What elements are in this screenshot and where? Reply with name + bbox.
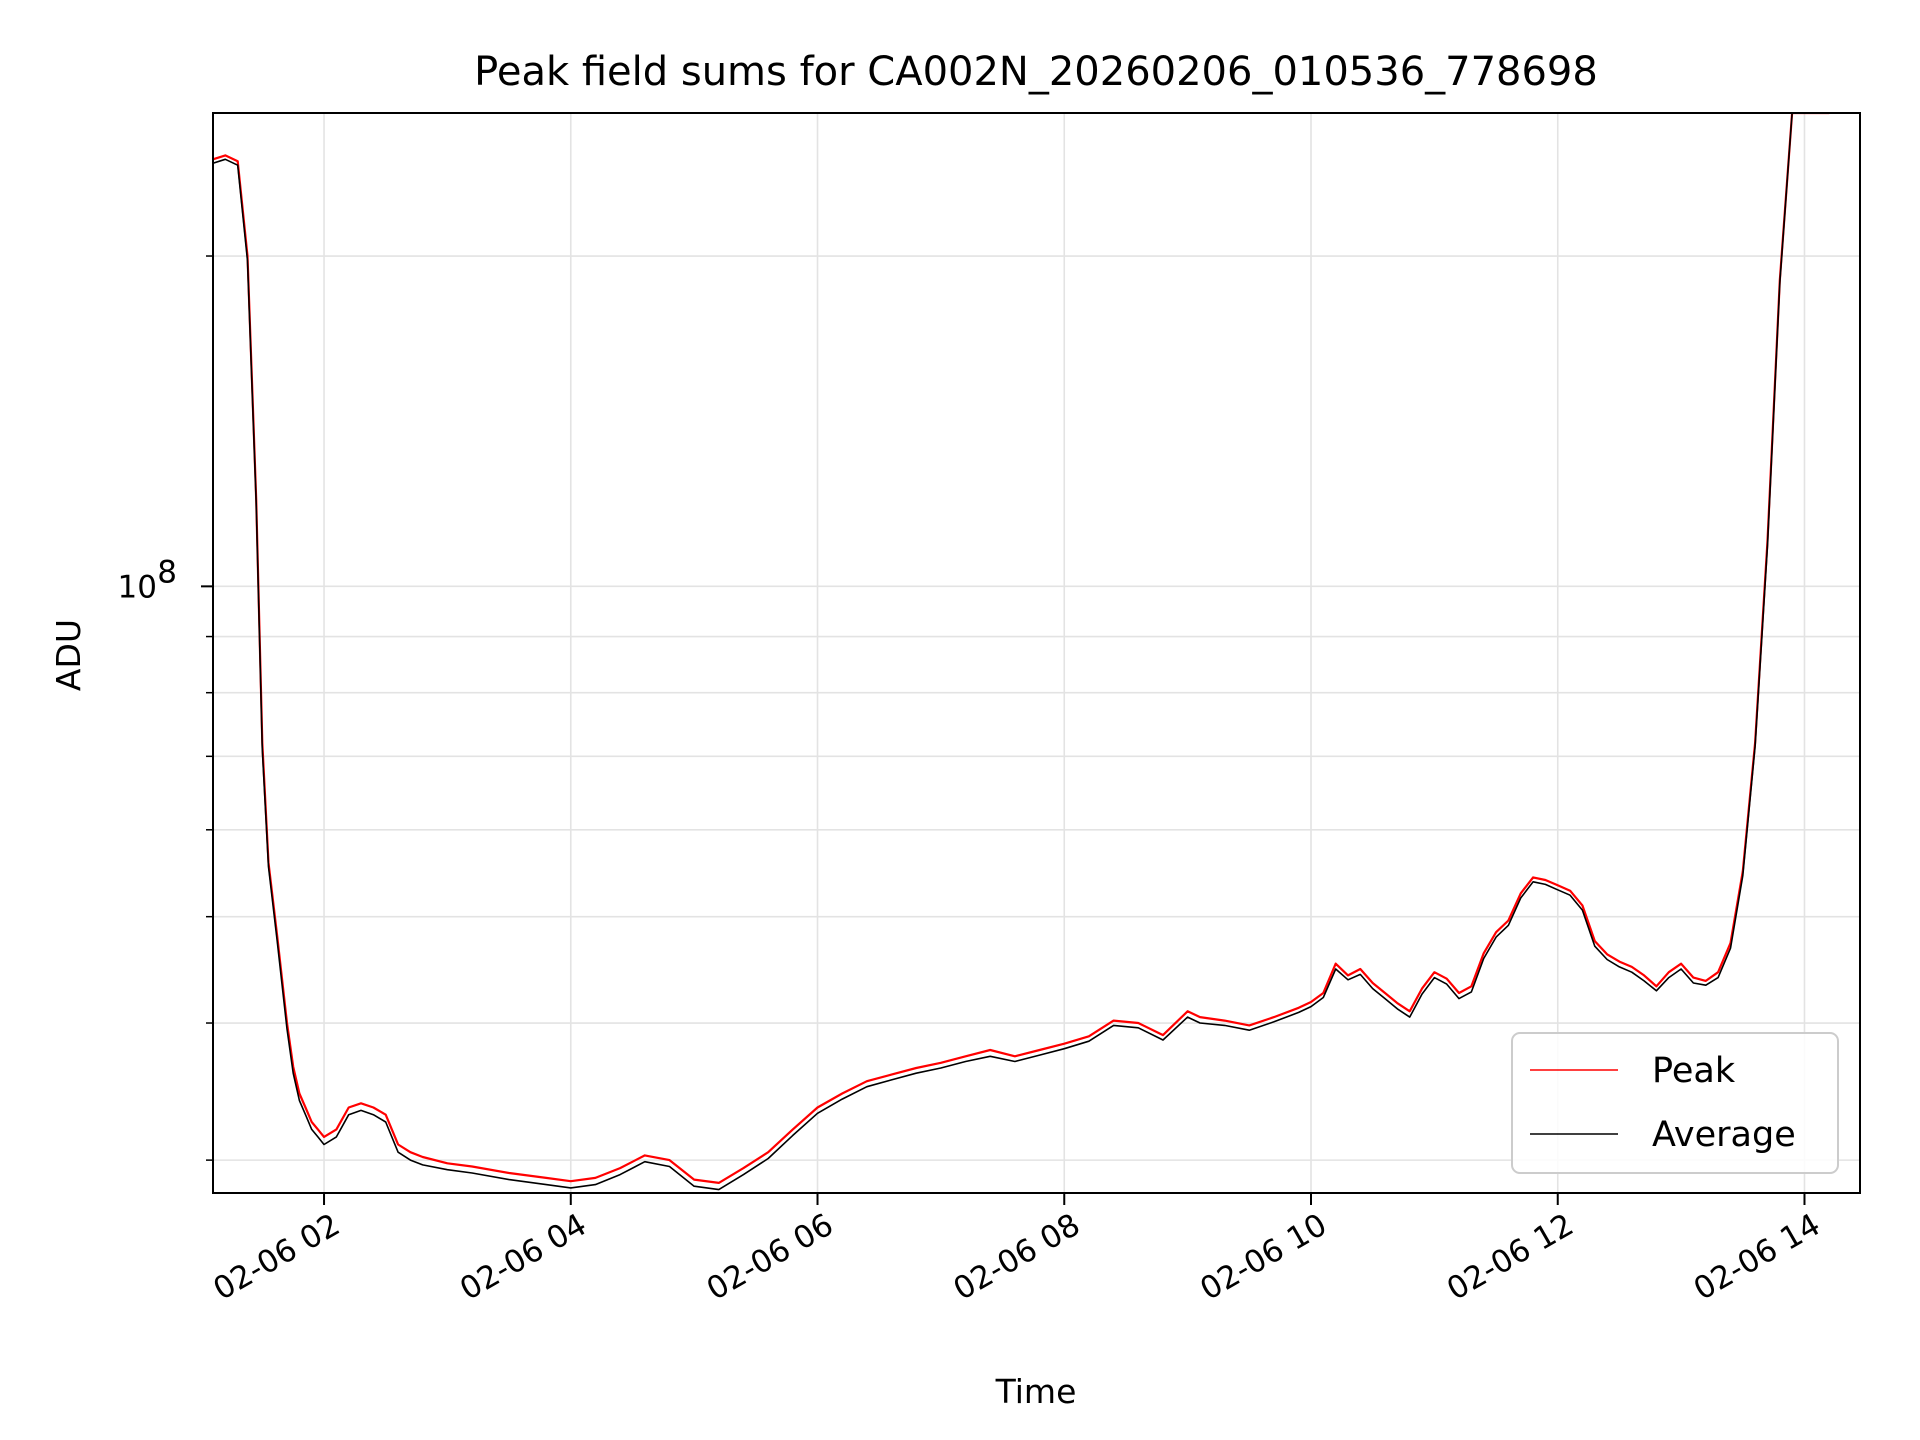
y-tick-label-exponent: 8	[157, 554, 177, 590]
legend: Peak Average	[1511, 1032, 1839, 1174]
series-layer	[213, 113, 1830, 1191]
y-tick-label-base: 10	[118, 569, 157, 605]
legend-box	[1511, 1032, 1839, 1174]
chart-title: Peak field sums for CA002N_20260206_0105…	[474, 49, 1598, 95]
plot-frame	[212, 112, 1861, 1194]
x-axis-label: Time	[995, 1372, 1077, 1411]
y-axis: 10 8	[118, 255, 213, 1161]
series-line-peak	[213, 113, 1830, 1185]
grid	[213, 113, 1860, 1193]
y-axis-label: ADU	[49, 619, 88, 691]
legend-average-label: Average	[1652, 1115, 1796, 1155]
legend-peak-label: Peak	[1652, 1051, 1736, 1091]
series-line-average	[213, 113, 1830, 1191]
